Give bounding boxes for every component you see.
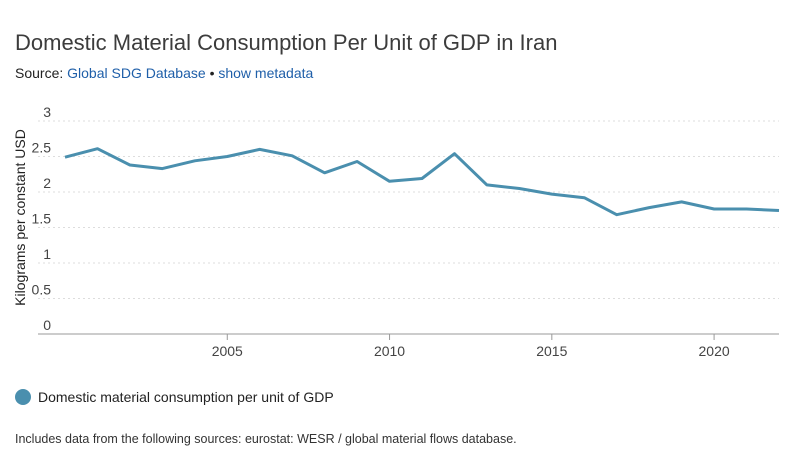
source-link[interactable]: Global SDG Database	[67, 65, 206, 81]
y-tick-label: 2	[43, 175, 51, 191]
line-chart: 0 0.5 1 1.5 2 2.5 3 2005 2010 2015 2020 Kilograms…	[12, 104, 780, 359]
x-tick-label: 2010	[374, 343, 405, 359]
chart-title: Domestic Material Consumption Per Unit o…	[15, 30, 558, 55]
x-tick-label: 2005	[212, 343, 243, 359]
y-axis-title: Kilograms per constant USD	[12, 129, 28, 306]
legend[interactable]: Domestic material consumption per unit o…	[15, 389, 334, 405]
source-line: Source: Global SDG Database • show metad…	[15, 65, 313, 81]
source-separator: •	[209, 65, 215, 81]
y-tick-label: 0.5	[32, 282, 52, 298]
y-tick-label: 2.5	[32, 140, 52, 156]
data-sources-note: Includes data from the following sources…	[15, 432, 517, 446]
x-tick-label: 2020	[699, 343, 730, 359]
y-tick-label: 1	[43, 246, 51, 262]
grid-lines	[38, 120, 779, 299]
series-line[interactable]	[64, 147, 780, 217]
y-tick-label: 3	[43, 104, 51, 120]
x-tick-label: 2015	[536, 343, 567, 359]
y-tick-label: 0	[43, 317, 51, 333]
x-axis-ticks: 2005 2010 2015 2020	[212, 334, 730, 359]
y-axis-ticks: 0 0.5 1 1.5 2 2.5 3	[32, 104, 52, 333]
legend-marker	[15, 389, 31, 405]
show-metadata-link[interactable]: show metadata	[218, 65, 314, 81]
source-prefix: Source:	[15, 65, 64, 81]
y-tick-label: 1.5	[32, 211, 52, 227]
legend-label: Domestic material consumption per unit o…	[38, 389, 334, 405]
